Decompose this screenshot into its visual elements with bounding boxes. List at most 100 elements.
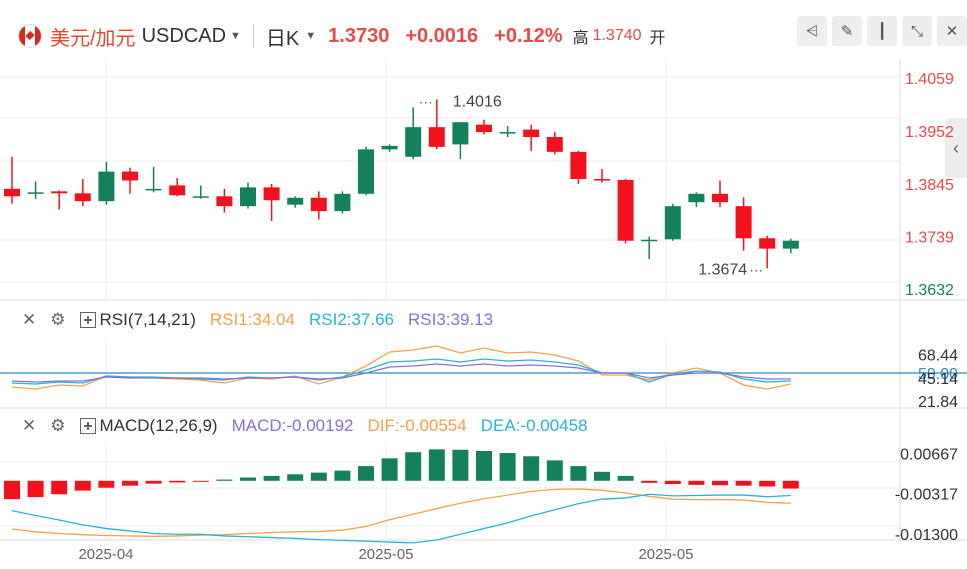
candle-body (735, 206, 752, 239)
macd-bar (263, 475, 280, 481)
price-change-pct: +0.12% (494, 24, 563, 47)
price-tick-label: 1.3845 (905, 177, 954, 194)
candle-body (122, 171, 138, 181)
close-indicator-icon[interactable]: ✕ (22, 310, 37, 329)
rsi-line-rsi2 (11, 358, 791, 385)
macd-bar (405, 452, 422, 481)
open-label: 开 (649, 30, 666, 47)
macd-tick-label: -0.00317 (895, 487, 958, 504)
macd-bar (27, 480, 44, 498)
candle-body (169, 185, 186, 196)
candle-body (570, 151, 587, 179)
settings-icon[interactable]: ⚙ (50, 416, 66, 435)
macd-name: MACD(12,26,9) (99, 416, 218, 435)
macd-bar (334, 470, 351, 481)
candle-body (405, 127, 422, 157)
period-selector[interactable]: 日K (265, 27, 300, 50)
rsi-header: ✕ ⚙ RSI(7,14,21) RSI1:34.04 RSI2:37.66 R… (22, 310, 507, 330)
symbol-label[interactable]: USDCAD (141, 24, 227, 47)
macd-bar (381, 458, 398, 481)
candle-body (27, 192, 44, 194)
macd-bar (74, 480, 91, 491)
macd-bar (145, 480, 162, 484)
price-tick-label: 1.3739 (905, 229, 954, 246)
macd-bar (240, 477, 256, 481)
macd-bar (476, 450, 492, 481)
add-indicator-icon[interactable] (79, 312, 96, 328)
macd-tick-label: -0.01300 (895, 527, 958, 544)
macd-bar (310, 472, 327, 481)
candle-type-icon[interactable]: ┃ (867, 16, 897, 46)
toolbar: ⩤ ✎ ┃ ⤡ ✕ (792, 16, 967, 46)
macd-bar (192, 480, 209, 482)
macd-bar (594, 471, 610, 481)
macd-bar (428, 449, 445, 481)
candle-body (499, 132, 516, 134)
macd-bar (641, 480, 658, 483)
price-tick-label: 1.4059 (905, 71, 954, 88)
macd-bar (4, 480, 20, 500)
dea-value: DEA:-0.00458 (480, 416, 588, 435)
x-tick-label: 2025-05 (638, 546, 693, 563)
candle-body (428, 127, 445, 147)
pair-name[interactable]: 美元/加元 (50, 27, 136, 50)
pencil-icon[interactable]: ✎ (832, 16, 862, 46)
line-tool-icon[interactable]: ⩤ (797, 16, 827, 46)
candle-body (4, 188, 20, 197)
macd-bar (51, 480, 68, 495)
candle-body (192, 196, 209, 198)
candle-body (476, 124, 492, 133)
symbol-dropdown-icon[interactable]: ▼ (230, 30, 241, 42)
rsi1-value: RSI1:34.04 (209, 310, 295, 329)
low-annotation: 1.3674 (698, 261, 747, 278)
side-panel-toggle-icon[interactable]: ‹ (945, 118, 967, 178)
rsi-tick-label: 45.14 (918, 371, 958, 388)
rsi2-value: RSI2:37.66 (308, 310, 395, 329)
high-value: 1.3740 (592, 27, 642, 44)
collapse-icon[interactable]: ⤡ (902, 16, 932, 46)
candle-body (688, 193, 705, 203)
dif-value: DIF:-0.00554 (367, 416, 467, 435)
rsi3-value: RSI3:39.13 (408, 310, 494, 329)
close-icon[interactable]: ✕ (937, 16, 967, 46)
macd-value: MACD:-0.00192 (231, 416, 354, 435)
header-bar: 美元/加元 USDCAD ▼ 日K ▼ 1.3730 +0.0016 +0.12… (0, 0, 967, 58)
candle-body (782, 240, 799, 249)
low-marker: ··· (749, 261, 763, 277)
candle-body (145, 188, 162, 191)
settings-icon[interactable]: ⚙ (50, 310, 66, 329)
last-price: 1.3730 (328, 24, 390, 47)
candle-body (617, 179, 634, 241)
candle-body (74, 193, 91, 202)
canada-flag-icon (18, 24, 42, 48)
macd-bar (216, 479, 233, 481)
macd-bar (287, 474, 304, 481)
dea-line (11, 493, 791, 544)
candle-body (334, 193, 351, 212)
candle-body (287, 197, 304, 205)
candle-body (546, 137, 563, 152)
close-indicator-icon[interactable]: ✕ (22, 416, 37, 435)
macd-bar (122, 480, 138, 486)
candle-body (263, 187, 280, 201)
period-dropdown-icon[interactable]: ▼ (305, 30, 317, 42)
macd-bar (712, 480, 728, 486)
rsi-tick-label: 68.44 (918, 348, 958, 365)
macd-bar (688, 480, 705, 485)
rsi-tick-label: 21.84 (918, 394, 958, 411)
add-indicator-icon[interactable] (79, 418, 96, 434)
candle-body (51, 191, 68, 194)
candle-body (641, 239, 658, 242)
macd-bar (452, 449, 469, 481)
macd-bar (759, 480, 776, 487)
high-label: 高 (572, 30, 589, 47)
macd-bar (169, 480, 186, 483)
high-annotation: 1.4016 (453, 93, 502, 110)
high-marker: ··· (419, 93, 433, 109)
candle-body (98, 171, 115, 202)
candle-body (310, 197, 327, 212)
candle-body (523, 129, 540, 138)
candle-body (381, 145, 398, 150)
x-tick-label: 2025-05 (358, 546, 413, 563)
